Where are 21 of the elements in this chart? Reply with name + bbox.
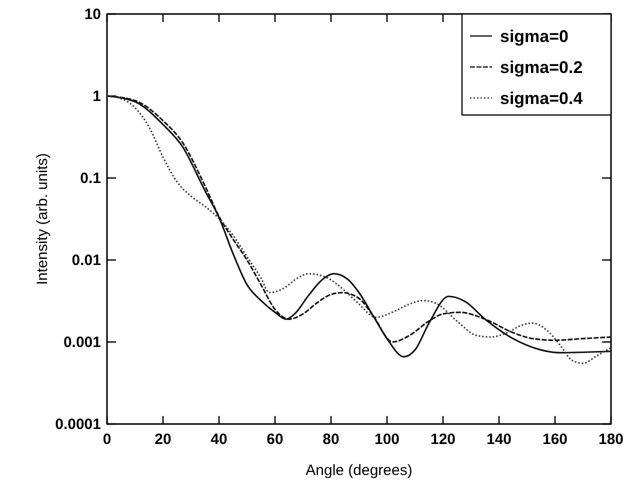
y-tick-label: 0.001	[63, 334, 101, 351]
y-tick-label: 0.0001	[55, 416, 101, 433]
y-tick-label: 0.1	[80, 170, 101, 187]
x-tick-label: 120	[430, 431, 456, 448]
x-tick-label: 60	[266, 431, 284, 448]
x-tick-label: 0	[102, 431, 112, 448]
x-tick-label: 180	[598, 431, 624, 448]
legend-label: sigma=0.4	[500, 89, 584, 108]
x-tick-label: 20	[154, 431, 172, 448]
legend-label: sigma=0.2	[500, 58, 583, 77]
y-tick-label: 1	[92, 88, 101, 105]
x-axis-title: Angle (degrees)	[306, 462, 412, 479]
y-tick-label: 10	[84, 6, 101, 23]
x-tick-label: 40	[210, 431, 228, 448]
x-tick-label: 100	[374, 431, 400, 448]
x-tick-label: 140	[486, 431, 512, 448]
legend-label: sigma=0	[500, 27, 569, 46]
x-tick-label: 80	[322, 431, 340, 448]
y-axis-title: Intensity (arb. units)	[34, 153, 51, 285]
x-tick-label: 160	[542, 431, 568, 448]
y-tick-label: 0.01	[72, 252, 101, 269]
